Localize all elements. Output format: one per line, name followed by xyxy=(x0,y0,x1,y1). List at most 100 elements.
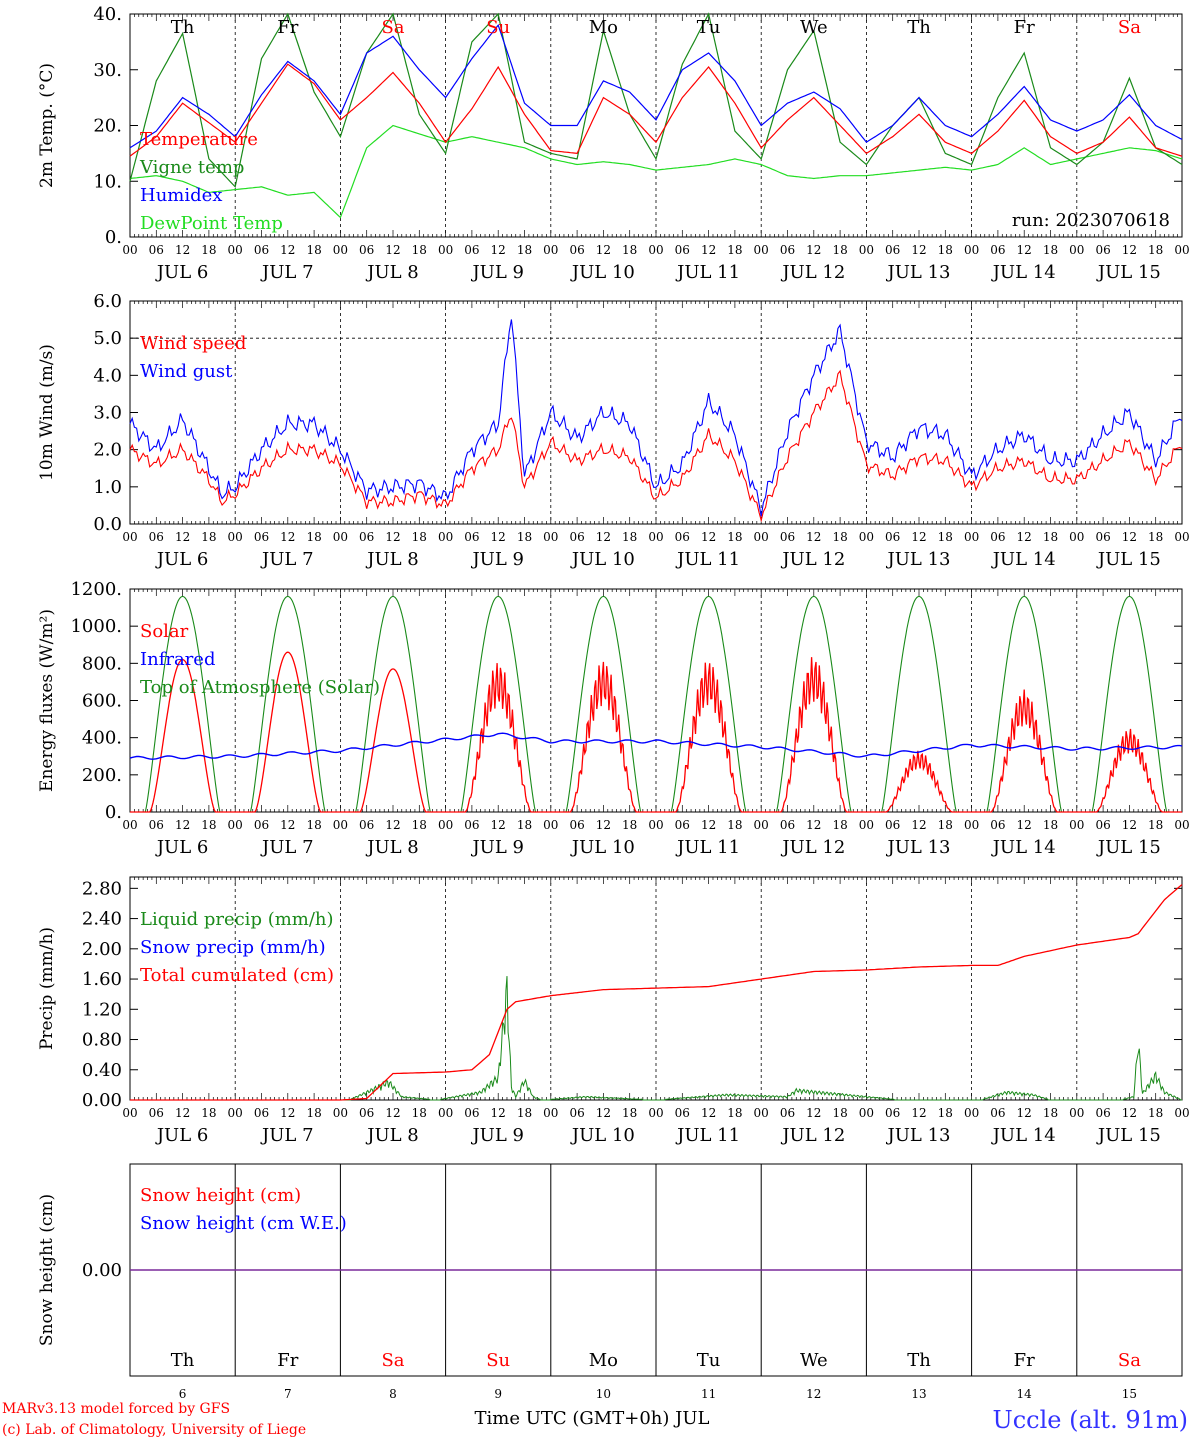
date-label: JUL 7 xyxy=(260,837,314,858)
hour-tick-label: 06 xyxy=(675,818,690,832)
y-tick-label: 2.80 xyxy=(82,878,122,899)
hour-tick-label: 06 xyxy=(359,243,374,257)
date-label: JUL 12 xyxy=(780,837,845,858)
hour-tick-label: 00 xyxy=(333,243,348,257)
hour-tick-label: 12 xyxy=(806,243,821,257)
date-label: JUL 8 xyxy=(365,262,419,283)
hour-tick-label: 00 xyxy=(122,1106,137,1120)
hour-tick-label: 18 xyxy=(832,1106,847,1120)
hour-tick-label: 12 xyxy=(596,818,611,832)
series-total-cumulated xyxy=(130,884,1183,1101)
y-tick-label: 2.00 xyxy=(82,939,122,960)
hour-tick-label: 12 xyxy=(385,530,400,544)
hour-tick-label: 00 xyxy=(1174,1106,1189,1120)
hour-tick-label: 12 xyxy=(596,530,611,544)
hour-tick-label: 18 xyxy=(727,243,742,257)
date-label: JUL 11 xyxy=(675,1125,740,1146)
precip-panel: 00 06 12 18 JUL 6 00 06 12 18 JUL 7 00 06 12 18 JUL 8 0… xyxy=(37,876,1190,1146)
day-of-week-label: Fr xyxy=(277,17,298,38)
series-wind-speed xyxy=(129,369,1183,523)
date-label: JUL 10 xyxy=(570,549,635,570)
hour-tick-label: 00 xyxy=(228,1106,243,1120)
hour-tick-label: 18 xyxy=(622,243,637,257)
hour-tick-label: 12 xyxy=(491,530,506,544)
y-tick-label: 4.0 xyxy=(93,365,122,386)
footer-credit-line: (c) Lab. of Climatology, University of L… xyxy=(2,1422,306,1438)
hour-tick-label: 06 xyxy=(149,818,164,832)
hour-tick-label: 00 xyxy=(964,1106,979,1120)
day-of-week-label: Tu xyxy=(697,1350,721,1371)
hour-tick-label: 06 xyxy=(569,243,584,257)
y-axis-title: Energy fluxes (W/m²) xyxy=(37,609,57,792)
hour-tick-label: 00 xyxy=(543,1106,558,1120)
date-label: JUL 11 xyxy=(675,837,740,858)
hour-tick-label: 06 xyxy=(675,1106,690,1120)
hour-tick-label: 18 xyxy=(517,530,532,544)
day-of-week-label: We xyxy=(800,17,828,38)
date-label: JUL 8 xyxy=(365,1125,419,1146)
y-tick-label: 40. xyxy=(93,4,122,25)
day-of-week-label: Fr xyxy=(1014,1350,1035,1371)
hour-tick-label: 06 xyxy=(464,243,479,257)
hour-tick-label: 00 xyxy=(543,818,558,832)
y-tick-label: 0.00 xyxy=(82,1090,122,1111)
hour-tick-label: 18 xyxy=(727,530,742,544)
y-tick-label: 30. xyxy=(93,60,122,81)
legend-entry: Top of Atmosphere (Solar) xyxy=(140,677,380,698)
hour-tick-label: 18 xyxy=(201,530,216,544)
day-number-label: 10 xyxy=(596,1387,611,1401)
day-of-week-label: Fr xyxy=(277,1350,298,1371)
series-infrared xyxy=(129,732,1183,760)
hour-tick-label: 18 xyxy=(517,818,532,832)
y-tick-label: 0. xyxy=(105,227,122,248)
hour-tick-label: 06 xyxy=(464,818,479,832)
hour-tick-label: 00 xyxy=(859,818,874,832)
hour-tick-label: 00 xyxy=(1174,243,1189,257)
hour-tick-label: 00 xyxy=(754,243,769,257)
date-label: JUL 15 xyxy=(1096,837,1161,858)
legend-entry: Infrared xyxy=(140,649,215,670)
hour-tick-label: 00 xyxy=(1069,243,1084,257)
hour-tick-label: 12 xyxy=(911,818,926,832)
hour-tick-label: 18 xyxy=(1043,818,1058,832)
day-of-week-label: Sa xyxy=(381,17,404,38)
date-label: JUL 6 xyxy=(155,262,209,283)
hour-tick-label: 06 xyxy=(990,818,1005,832)
legend-entry: DewPoint Temp xyxy=(140,213,283,234)
y-tick-label: 6.0 xyxy=(93,291,122,312)
hour-tick-label: 18 xyxy=(1148,1106,1163,1120)
date-label: JUL 6 xyxy=(155,549,209,570)
hour-tick-label: 06 xyxy=(464,530,479,544)
hour-tick-label: 06 xyxy=(1095,1106,1110,1120)
hour-tick-label: 00 xyxy=(648,818,663,832)
hour-tick-label: 18 xyxy=(938,818,953,832)
hour-tick-label: 18 xyxy=(622,818,637,832)
y-tick-label: 400. xyxy=(82,728,122,749)
hour-tick-label: 06 xyxy=(780,818,795,832)
y-tick-label: 0.0 xyxy=(93,514,122,535)
hour-tick-label: 00 xyxy=(754,818,769,832)
hour-tick-label: 00 xyxy=(1174,818,1189,832)
hour-tick-label: 06 xyxy=(569,530,584,544)
y-tick-label: 10. xyxy=(93,171,122,192)
day-number-label: 9 xyxy=(494,1387,502,1401)
date-label: JUL 9 xyxy=(470,837,524,858)
date-label: JUL 10 xyxy=(570,1125,635,1146)
hour-tick-label: 12 xyxy=(1122,530,1137,544)
hour-tick-label: 12 xyxy=(1017,530,1032,544)
hour-tick-label: 00 xyxy=(648,530,663,544)
wind-panel: 00 06 12 18 00 06 12 18 00 06 12 18 00 06 12 18 00 06 12 18… xyxy=(37,291,1190,570)
y-axis-title: 10m Wind (m/s) xyxy=(37,344,57,481)
temperature-panel: 00 06 12 18 00 06 12 18 00 06 12 18 00 06 12 18 00 06 12 18… xyxy=(37,4,1190,283)
hour-tick-label: 00 xyxy=(228,818,243,832)
day-of-week-label: Su xyxy=(486,1350,510,1371)
hour-tick-label: 12 xyxy=(175,243,190,257)
hour-tick-label: 00 xyxy=(122,530,137,544)
time-axis-title: Time UTC (GMT+0h) JUL xyxy=(475,1408,710,1429)
hour-tick-label: 00 xyxy=(333,818,348,832)
y-tick-label: 600. xyxy=(82,691,122,712)
hour-tick-label: 06 xyxy=(1095,243,1110,257)
date-label: JUL 6 xyxy=(155,1125,209,1146)
day-number-label: 11 xyxy=(701,1387,716,1401)
y-tick-label: 0. xyxy=(105,802,122,823)
